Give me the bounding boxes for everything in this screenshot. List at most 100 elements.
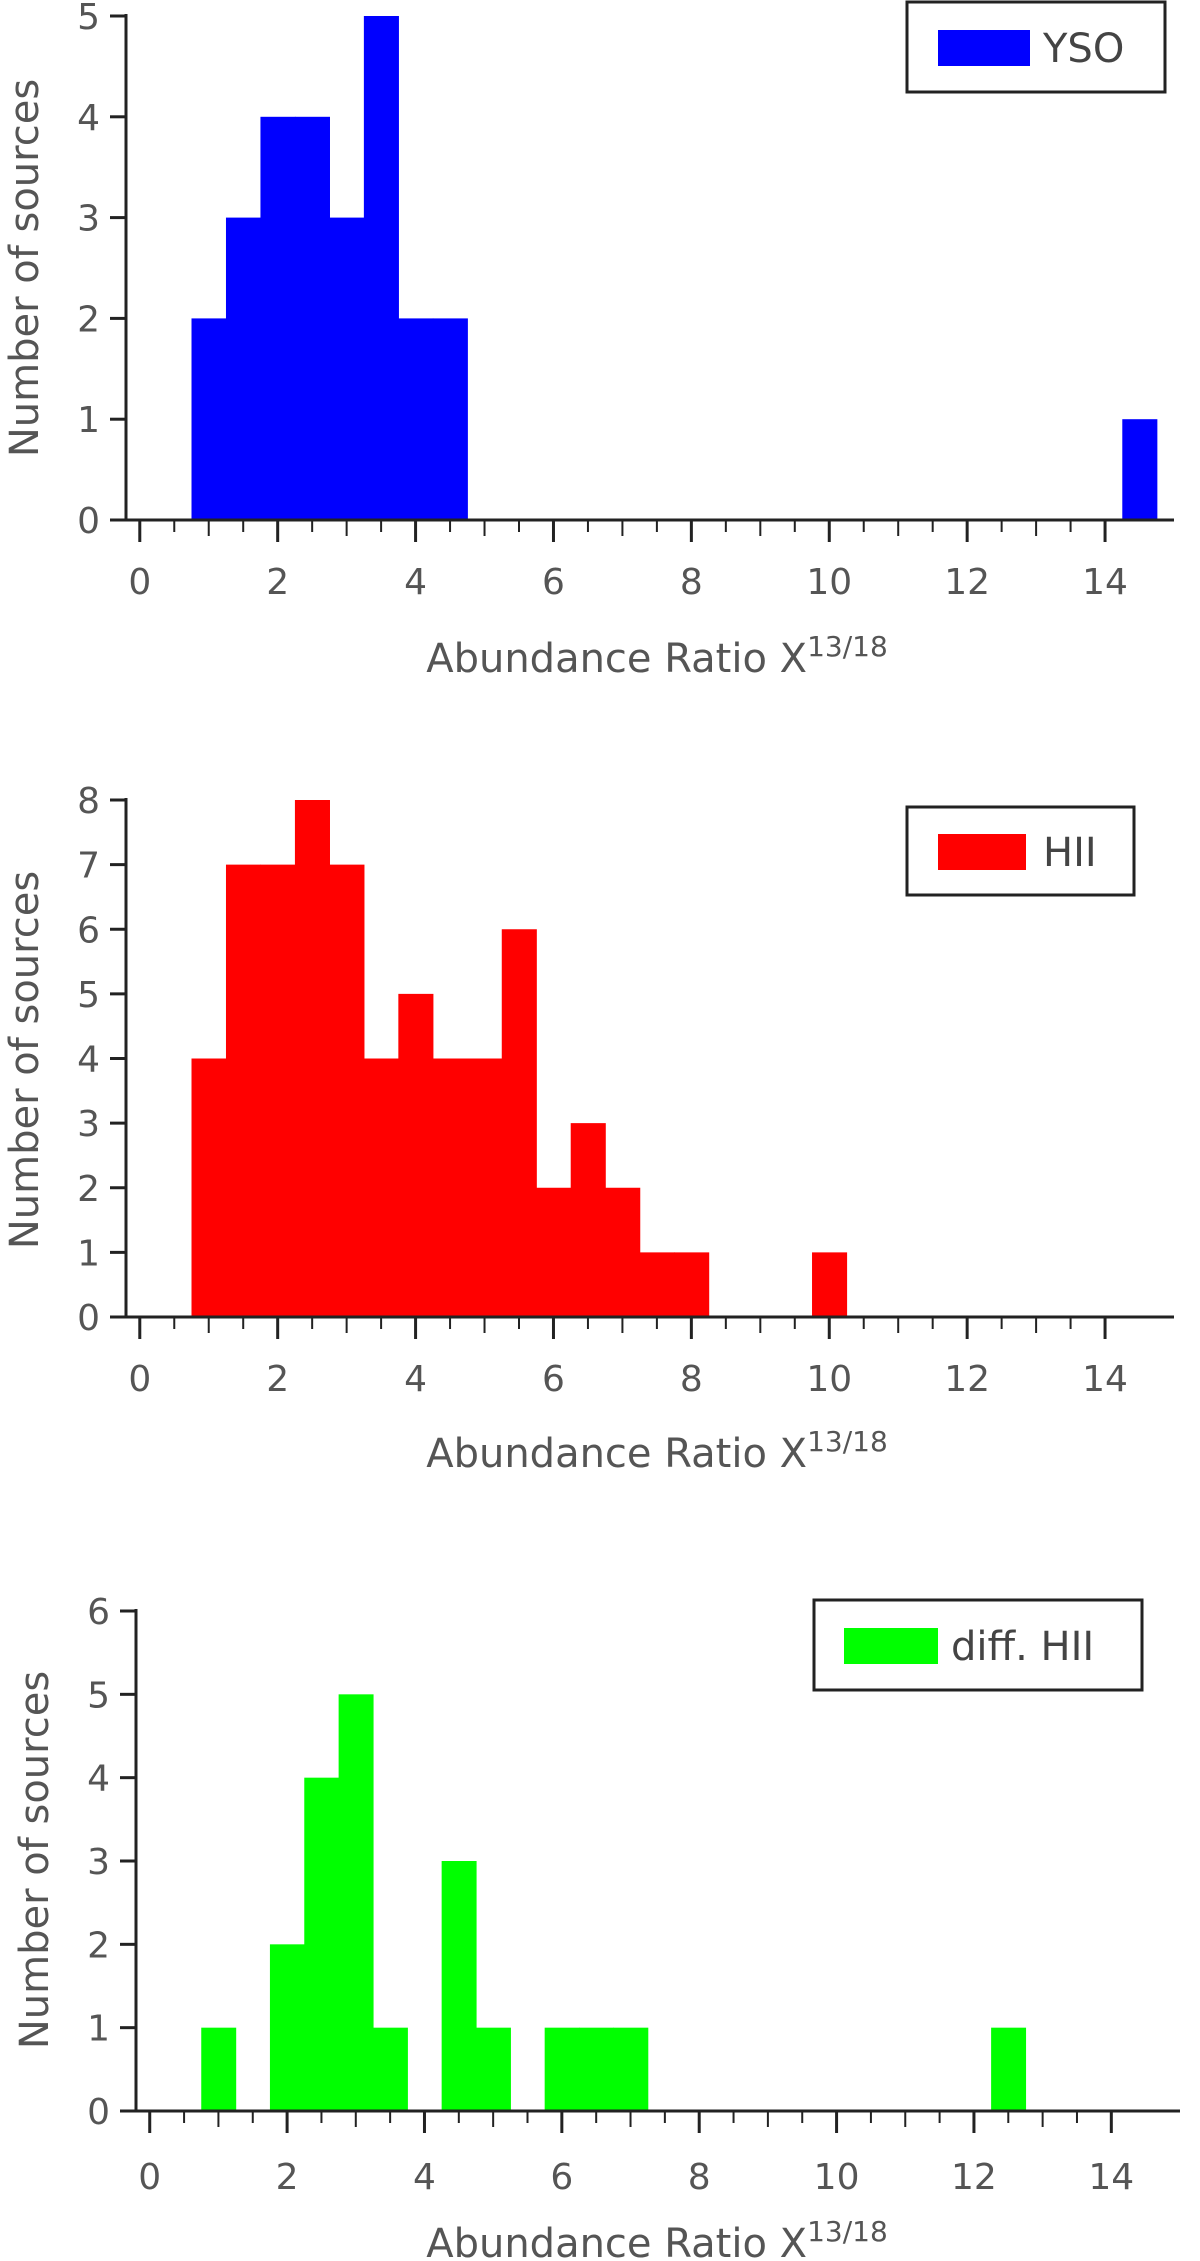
histogram-bar xyxy=(372,2027,408,2111)
y-tick-label: 5 xyxy=(77,0,100,38)
x-tick-label: 4 xyxy=(404,562,427,603)
legend-swatch xyxy=(938,30,1030,66)
x-tick-label: 14 xyxy=(1082,562,1128,603)
legend-label: HII xyxy=(1043,830,1097,876)
histogram-bar xyxy=(225,217,262,520)
histogram-bar xyxy=(1122,419,1158,520)
histogram-bar xyxy=(432,1058,468,1317)
x-axis-title-superscript: 13/18 xyxy=(807,630,888,663)
histogram-bar xyxy=(398,993,434,1317)
histogram-bar xyxy=(329,864,365,1317)
histogram-bar xyxy=(674,1252,710,1317)
histogram-bar xyxy=(441,1861,477,2111)
histogram-bar xyxy=(225,864,262,1317)
x-tick-label: 2 xyxy=(266,562,289,603)
y-tick-label: 4 xyxy=(77,1040,100,1081)
legend-swatch xyxy=(938,834,1026,870)
histogram-bar xyxy=(398,318,434,520)
legend-label: diff. HII xyxy=(951,1624,1094,1670)
histogram-bar xyxy=(294,116,330,521)
x-tick-label: 4 xyxy=(413,2157,436,2198)
histogram-bar xyxy=(570,1123,606,1317)
x-axis-title: Abundance Ratio X13/18 xyxy=(426,1425,888,1478)
x-tick-label: 12 xyxy=(944,1359,990,1400)
histogram-bar xyxy=(338,1694,374,2111)
y-tick-label: 6 xyxy=(77,910,100,951)
histogram-bar xyxy=(432,318,468,520)
x-tick-label: 14 xyxy=(1082,1359,1128,1400)
x-axis-title-main: Abundance Ratio X xyxy=(426,636,807,682)
y-tick-label: 0 xyxy=(77,1298,100,1339)
histogram-bar xyxy=(605,1187,641,1317)
histogram-bar xyxy=(269,1944,305,2111)
histogram-bar xyxy=(260,864,296,1317)
y-tick-label: 3 xyxy=(87,1842,110,1883)
x-tick-label: 8 xyxy=(688,2157,711,2198)
x-tick-label: 8 xyxy=(680,1359,703,1400)
histogram-bar xyxy=(812,1252,848,1317)
histogram-bar xyxy=(579,2027,614,2111)
y-tick-label: 0 xyxy=(77,501,100,542)
histogram-bar xyxy=(294,800,330,1317)
histogram-bar xyxy=(191,1058,227,1317)
x-tick-label: 6 xyxy=(542,562,565,603)
y-tick-label: 8 xyxy=(77,781,100,822)
histogram-bar xyxy=(639,1252,675,1317)
histogram-bar xyxy=(304,1777,340,2111)
x-tick-label: 10 xyxy=(806,562,852,603)
y-tick-label: 4 xyxy=(87,1759,110,1800)
y-axis-title: Number of sources xyxy=(2,871,48,1249)
x-tick-label: 0 xyxy=(128,1359,151,1400)
y-tick-label: 5 xyxy=(77,975,100,1016)
x-tick-label: 4 xyxy=(404,1359,427,1400)
histogram-bar xyxy=(329,217,365,520)
y-tick-label: 7 xyxy=(77,846,100,887)
histogram-bar xyxy=(501,929,537,1317)
x-axis-title-superscript: 13/18 xyxy=(807,2215,888,2248)
legend-label: YSO xyxy=(1042,26,1124,72)
y-tick-label: 1 xyxy=(77,400,100,441)
x-tick-label: 10 xyxy=(806,1359,852,1400)
y-tick-label: 4 xyxy=(77,98,100,139)
y-axis-title: Number of sources xyxy=(2,79,48,457)
histogram-bar xyxy=(613,2027,649,2111)
y-tick-label: 1 xyxy=(77,1233,100,1274)
histogram-bar xyxy=(991,2027,1027,2111)
histogram-bar xyxy=(475,2027,511,2111)
legend-swatch xyxy=(844,1628,938,1664)
y-tick-label: 6 xyxy=(87,1592,110,1633)
y-tick-label: 2 xyxy=(87,1925,110,1966)
histogram-bar xyxy=(260,116,296,521)
y-tick-label: 1 xyxy=(87,2009,110,2050)
y-tick-label: 3 xyxy=(77,1104,100,1145)
x-tick-label: 6 xyxy=(542,1359,565,1400)
x-tick-label: 10 xyxy=(814,2157,860,2198)
x-tick-label: 0 xyxy=(138,2157,161,2198)
legend: YSO xyxy=(905,0,1167,94)
x-tick-label: 12 xyxy=(944,562,990,603)
histogram-bar xyxy=(191,318,227,520)
legend: HII xyxy=(905,805,1136,897)
histogram-bar xyxy=(467,1058,503,1317)
x-tick-label: 14 xyxy=(1088,2157,1134,2198)
histogram-bar xyxy=(363,16,399,520)
legend: diff. HII xyxy=(812,1598,1144,1692)
x-axis-title-main: Abundance Ratio X xyxy=(426,2221,807,2261)
x-tick-label: 2 xyxy=(276,2157,299,2198)
x-axis-title: Abundance Ratio X13/18 xyxy=(426,2215,888,2261)
x-tick-label: 0 xyxy=(128,562,151,603)
x-tick-label: 12 xyxy=(951,2157,997,2198)
x-tick-label: 2 xyxy=(266,1359,289,1400)
y-axis-title: Number of sources xyxy=(12,1671,58,2049)
x-axis-title-superscript: 13/18 xyxy=(807,1425,888,1458)
y-tick-label: 5 xyxy=(87,1675,110,1716)
x-tick-label: 8 xyxy=(680,562,703,603)
x-axis-title: Abundance Ratio X13/18 xyxy=(426,630,888,683)
histogram-bar xyxy=(363,1058,399,1317)
histogram-bar xyxy=(544,2027,580,2111)
x-tick-label: 6 xyxy=(550,2157,573,2198)
